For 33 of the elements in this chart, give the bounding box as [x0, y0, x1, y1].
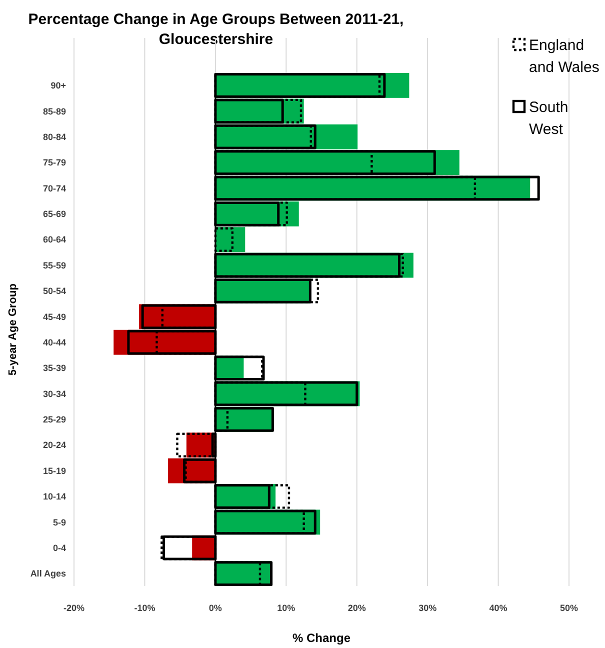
chart-title: Percentage Change in Age Groups Between 2011-21, Gloucestershire — [28, 11, 404, 48]
x-tick-label: 50% — [560, 603, 578, 613]
legend-label: South West — [529, 99, 568, 138]
y-tick-label: 50-54 — [42, 286, 66, 296]
y-tick-label: 5-9 — [52, 517, 66, 528]
x-tick-label: 40% — [489, 603, 508, 613]
x-tick-label: 10% — [277, 603, 296, 613]
y-tick-label: 40-44 — [42, 337, 66, 348]
y-tick-label: 35-39 — [42, 363, 66, 374]
y-tick-label: 70-74 — [42, 183, 66, 194]
legend-label: England and Wales — [529, 37, 600, 76]
y-tick-label: 80-84 — [42, 132, 66, 142]
y-tick-label: 25-29 — [42, 414, 66, 425]
y-tick-label: 15-19 — [42, 466, 66, 476]
y-tick-label: 30-34 — [42, 388, 66, 399]
y-tick-label: 60-64 — [42, 234, 66, 245]
x-tick-label: -20% — [63, 603, 85, 613]
x-tick-label: 30% — [418, 603, 437, 613]
y-tick-label: 65-69 — [42, 209, 66, 220]
x-axis-title: % Change — [292, 631, 351, 645]
y-tick-label: 85-89 — [42, 106, 66, 116]
y-tick-label: 10-14 — [42, 492, 66, 502]
y-tick-label: 55-59 — [42, 260, 66, 270]
y-tick-label: 45-49 — [42, 312, 66, 322]
y-tick-label: 20-24 — [42, 440, 66, 450]
x-tick-label: -10% — [134, 603, 156, 613]
y-tick-label: 0-4 — [52, 543, 66, 554]
y-axis-title: 5-year Age Group — [7, 283, 19, 376]
x-tick-label: 20% — [348, 603, 366, 613]
y-tick-label: 90+ — [50, 80, 66, 91]
y-tick-label: All Ages — [30, 568, 66, 579]
y-tick-label: 75-79 — [42, 158, 66, 168]
x-tick-label: 0% — [208, 603, 222, 613]
